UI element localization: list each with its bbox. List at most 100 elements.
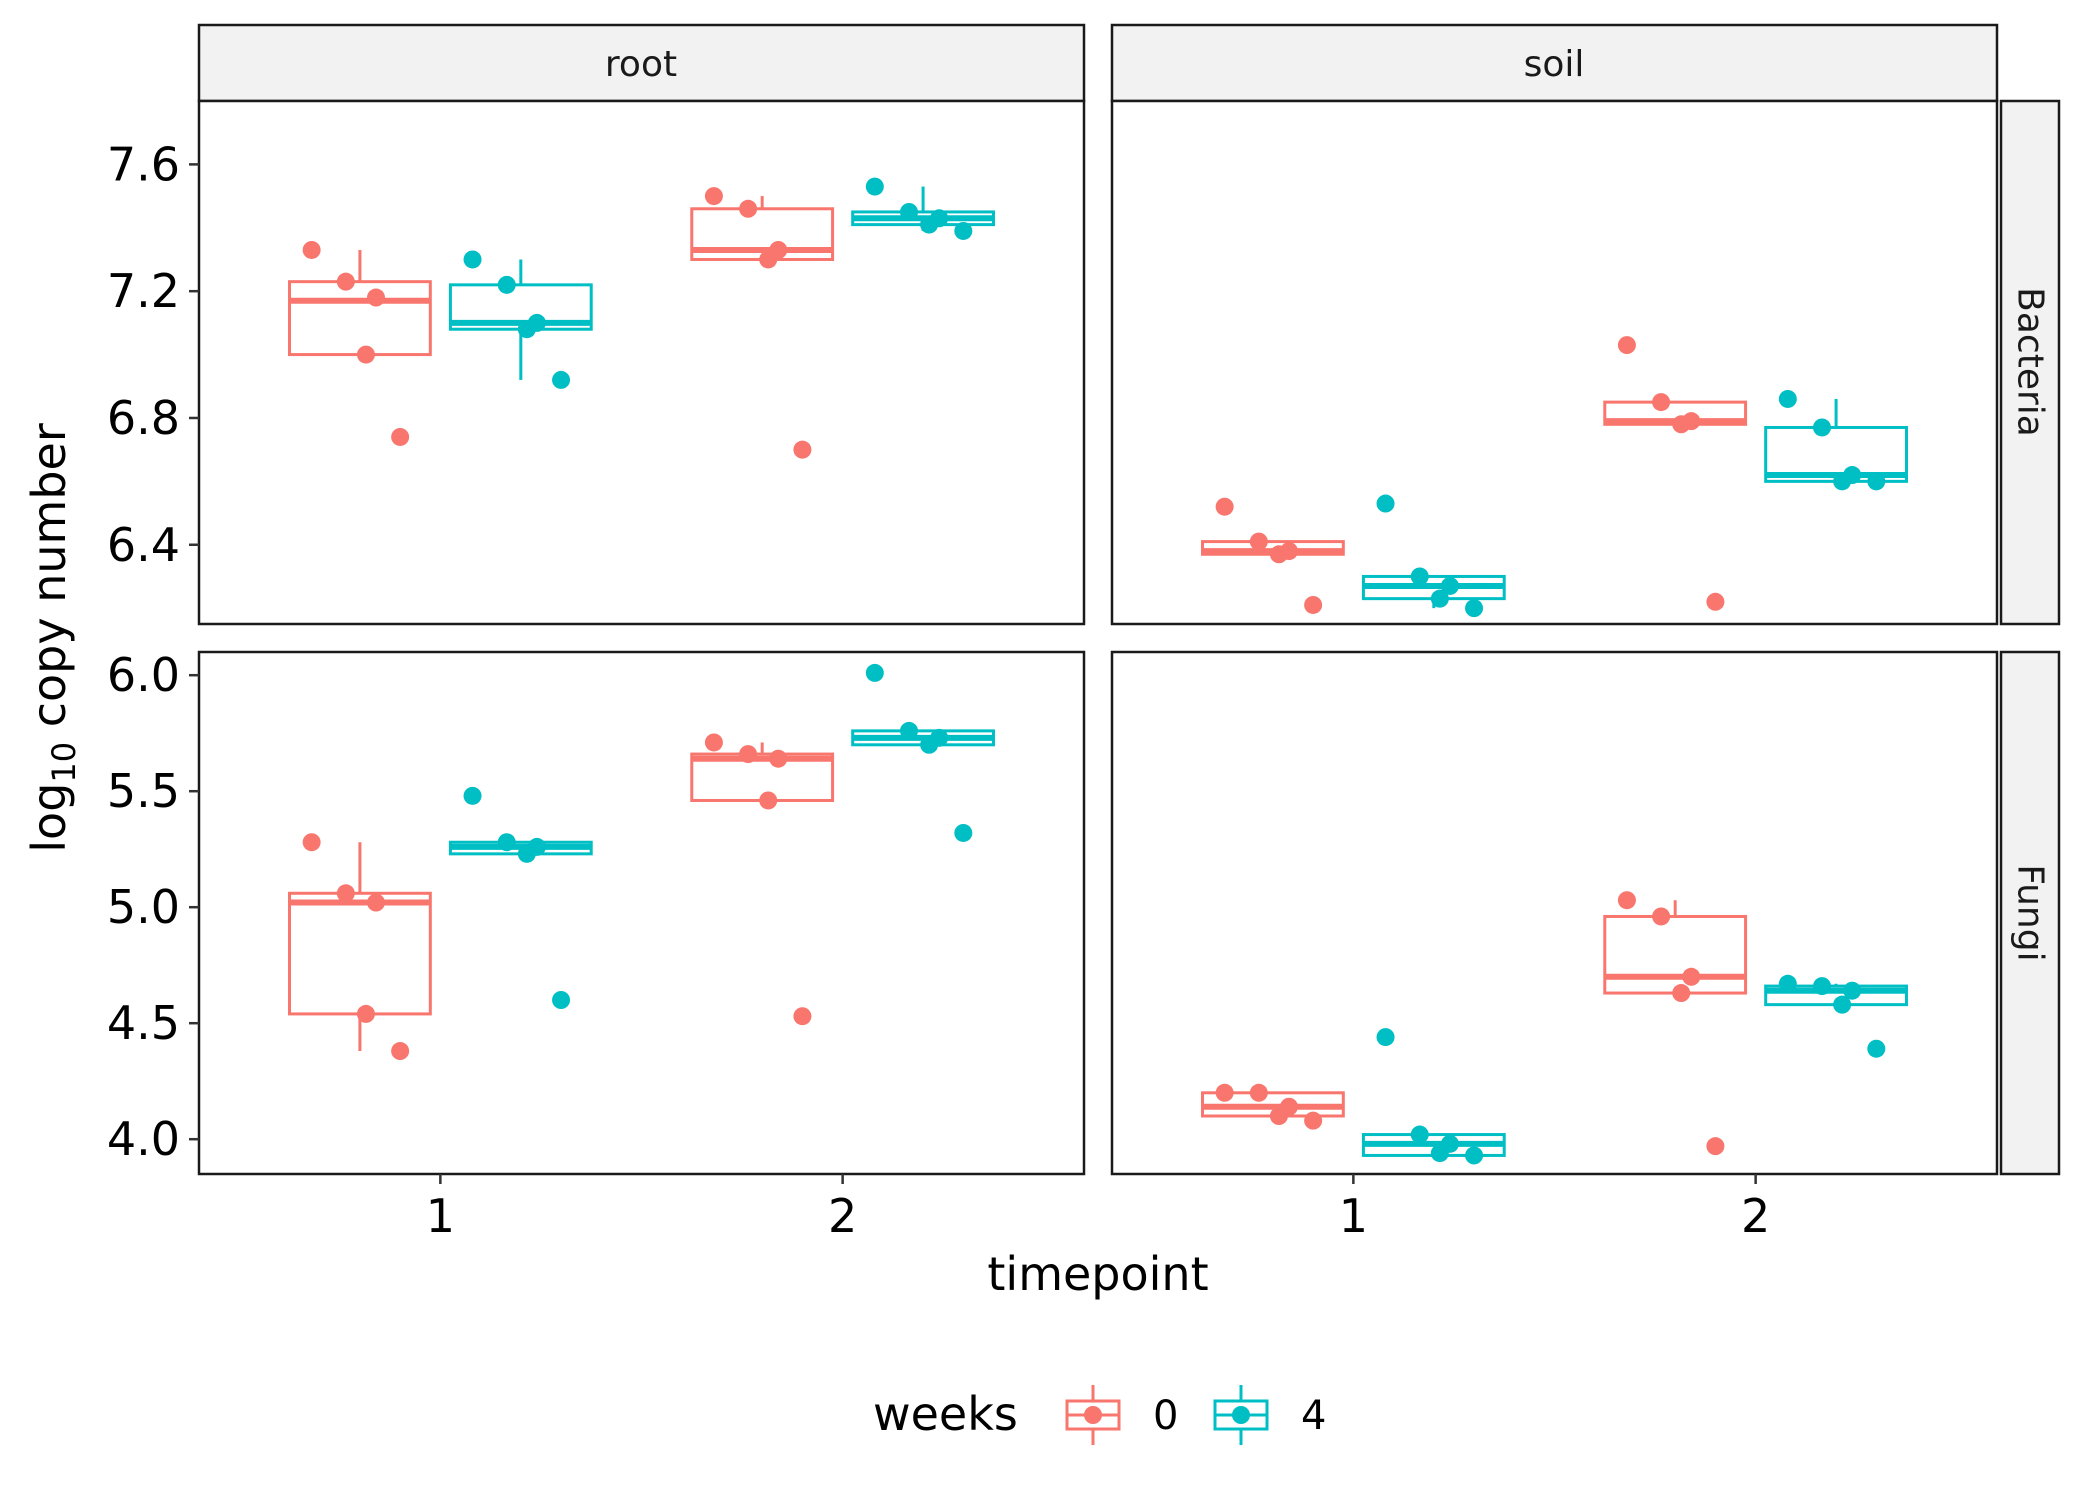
- data-point: [900, 721, 919, 740]
- data-point: [1440, 576, 1459, 595]
- data-point: [1304, 595, 1323, 614]
- legend-label-4: 4: [1301, 1393, 1326, 1439]
- data-point: [302, 833, 321, 852]
- data-point: [1813, 977, 1832, 996]
- box-group-root-fungi-t2-w0: [690, 733, 835, 1026]
- data-point: [1672, 415, 1691, 434]
- data-point: [463, 786, 482, 805]
- legend-key-point: [1084, 1406, 1102, 1424]
- data-point: [497, 275, 516, 294]
- data-point: [302, 240, 321, 259]
- data-point: [1249, 532, 1268, 551]
- data-point: [1465, 1146, 1484, 1165]
- data-point: [552, 991, 571, 1009]
- data-point: [336, 272, 355, 291]
- facet-strips: root soil Bacteria Fungi: [197, 23, 2061, 1176]
- box-iqr: [288, 891, 432, 1016]
- panels: [197, 99, 1999, 1176]
- data-point: [1652, 907, 1671, 926]
- box-group-soil-fungi-t2-w4: [1764, 974, 1908, 1058]
- data-point: [391, 427, 410, 446]
- legend-label-0: 0: [1153, 1393, 1178, 1439]
- box-group-soil-fungi-t1-w4: [1361, 1028, 1506, 1165]
- data-point: [1867, 472, 1886, 491]
- data-point: [1813, 418, 1832, 437]
- strip-label-bacteria: Bacteria: [2010, 287, 2051, 437]
- legend-title: weeks: [873, 1387, 1018, 1441]
- data-point: [1215, 1083, 1234, 1102]
- y-axis-title-prefix: log: [22, 783, 76, 853]
- data-point: [1833, 995, 1852, 1014]
- data-point: [517, 844, 536, 863]
- strip-bacteria: [1999, 99, 2061, 626]
- data-point: [367, 288, 385, 307]
- data-point: [793, 440, 812, 459]
- data-point: [704, 733, 723, 752]
- panel-root-bacteria: [197, 99, 1086, 626]
- legend-key-point: [1232, 1406, 1250, 1424]
- data-point: [920, 215, 939, 234]
- y-tick-label-fungi: 5.0: [107, 880, 180, 934]
- box-group-soil-fungi-t1-w0: [1201, 1083, 1345, 1130]
- x-axis-title: timepoint: [987, 1247, 1208, 1301]
- box-iqr: [1603, 914, 1748, 995]
- data-point: [497, 833, 516, 852]
- data-point: [954, 823, 973, 842]
- x-tick-label-root: 1: [426, 1189, 455, 1243]
- data-point: [704, 187, 723, 206]
- box-group-root-bacteria-t2-w0: [690, 187, 835, 459]
- strip-label-root: root: [605, 44, 677, 85]
- x-tick-label-soil: 2: [1741, 1189, 1770, 1243]
- data-point: [1778, 974, 1797, 993]
- data-point: [1682, 967, 1701, 986]
- y-axis-title-suffix: copy number: [22, 423, 76, 742]
- y-tick-label-fungi: 4.0: [107, 1112, 180, 1166]
- data-point: [356, 1004, 375, 1023]
- data-point: [1672, 984, 1691, 1003]
- box-group-root-bacteria-t2-w4: [851, 177, 995, 240]
- strip-label-fungi: Fungi: [2010, 864, 2051, 961]
- box-group-soil-fungi-t2-w0: [1603, 891, 1748, 1156]
- y-tick-label-fungi: 4.5: [107, 996, 180, 1050]
- data-point: [1778, 389, 1797, 408]
- x-tick-label-root: 2: [828, 1189, 857, 1243]
- data-point: [336, 884, 355, 903]
- data-point: [1304, 1111, 1323, 1130]
- data-point: [552, 370, 571, 389]
- data-point: [759, 250, 778, 269]
- data-point: [739, 199, 758, 218]
- box-iqr: [288, 280, 432, 357]
- data-point: [1410, 1125, 1429, 1144]
- box-group-soil-bacteria-t2-w0: [1603, 336, 1748, 611]
- data-point: [1706, 1137, 1725, 1156]
- axes: 6.4 6.8 7.2 7.6 4.0 4.5 5.0 5.5 6.0 1 2 1 2: [107, 137, 1770, 1243]
- data-point: [517, 320, 536, 339]
- box-group-root-bacteria-t1-w0: [288, 240, 432, 446]
- data-point: [1376, 1028, 1395, 1047]
- strip-root: [197, 23, 1086, 103]
- data-point: [954, 221, 973, 240]
- box-iqr: [690, 752, 835, 802]
- data-point: [1617, 336, 1636, 355]
- data-point: [356, 345, 375, 364]
- x-tick-label-soil: 1: [1339, 1189, 1368, 1243]
- box-group-root-fungi-t1-w0: [288, 833, 432, 1061]
- data-point: [1430, 589, 1449, 608]
- data-point: [865, 177, 884, 196]
- y-tick-label-bacteria: 7.6: [107, 137, 180, 191]
- y-tick-label-bacteria: 6.4: [107, 518, 180, 572]
- data-point: [1652, 393, 1671, 412]
- data-point: [920, 735, 939, 754]
- data-point: [463, 250, 482, 269]
- y-tick-label-fungi: 6.0: [107, 648, 180, 702]
- data-point: [1465, 599, 1484, 618]
- data-point: [1269, 545, 1288, 564]
- data-point: [1867, 1039, 1886, 1058]
- y-axis-title: log10 copy number: [22, 423, 83, 853]
- data-point: [1843, 981, 1862, 1000]
- data-point: [900, 202, 919, 221]
